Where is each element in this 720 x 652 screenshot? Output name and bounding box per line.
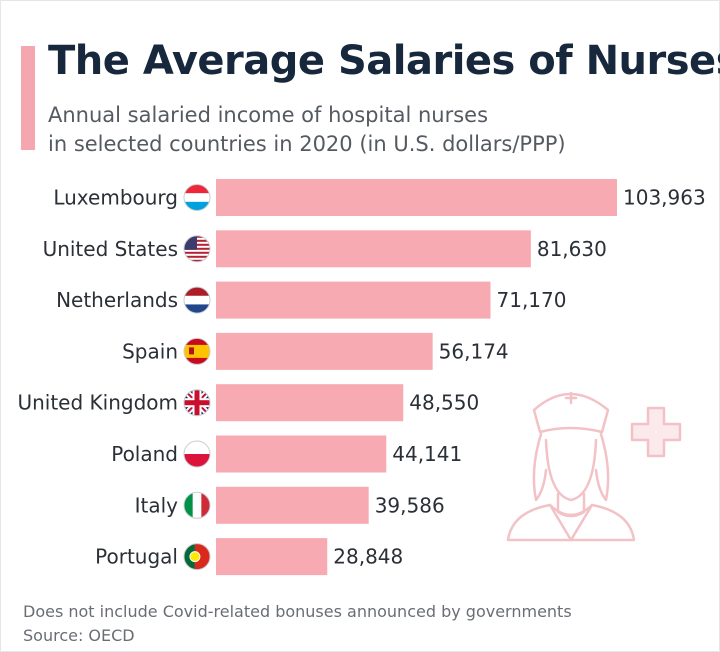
bar-united-kingdom (216, 384, 404, 422)
value-label-poland: 44,141 (392, 442, 462, 466)
value-label-netherlands: 71,170 (497, 288, 567, 312)
nurse-illustration-icon (506, 391, 636, 542)
bar-spain (216, 332, 433, 370)
chart-footer: Does not include Covid-related bonuses a… (23, 600, 572, 648)
bar-italy (216, 486, 369, 524)
category-label-united-states: United States (43, 237, 178, 261)
footer-source: Source: OECD (23, 626, 135, 645)
flag-united-states-icon (183, 235, 211, 263)
subtitle-line-2: in selected countries in 2020 (in U.S. d… (48, 132, 566, 156)
value-label-portugal: 28,848 (333, 545, 403, 569)
category-label-spain: Spain (122, 339, 178, 363)
value-label-united-kingdom: 48,550 (409, 391, 479, 415)
flag-portugal-icon (183, 543, 211, 571)
chart-title: The Average Salaries of Nurses (48, 38, 720, 84)
title-accent-bar (21, 46, 35, 150)
footer-note: Does not include Covid-related bonuses a… (23, 602, 572, 621)
category-label-united-kingdom: United Kingdom (17, 391, 178, 415)
category-label-italy: Italy (135, 493, 179, 517)
category-label-luxembourg: Luxembourg (53, 186, 178, 210)
value-label-italy: 39,586 (375, 493, 445, 517)
medical-cross-icon (630, 406, 682, 458)
value-label-spain: 56,174 (439, 339, 509, 363)
value-label-united-states: 81,630 (537, 237, 607, 261)
flag-poland-icon (183, 440, 211, 468)
bar-luxembourg (216, 179, 617, 216)
category-label-poland: Poland (111, 442, 178, 466)
flag-luxembourg-icon (183, 184, 211, 211)
flag-netherlands-icon (183, 286, 211, 314)
bar-poland (216, 435, 387, 473)
category-label-portugal: Portugal (95, 545, 178, 569)
chart-subtitle: Annual salaried income of hospital nurse… (48, 101, 648, 159)
flag-italy-icon (183, 491, 211, 519)
bar-netherlands (216, 281, 491, 319)
bar-united-states (216, 230, 531, 268)
category-label-netherlands: Netherlands (56, 288, 178, 312)
bar-portugal (216, 538, 328, 576)
flag-united-kingdom-icon (183, 389, 211, 417)
value-label-luxembourg: 103,963 (623, 186, 706, 210)
subtitle-line-1: Annual salaried income of hospital nurse… (48, 103, 489, 127)
flag-spain-icon (183, 337, 211, 365)
